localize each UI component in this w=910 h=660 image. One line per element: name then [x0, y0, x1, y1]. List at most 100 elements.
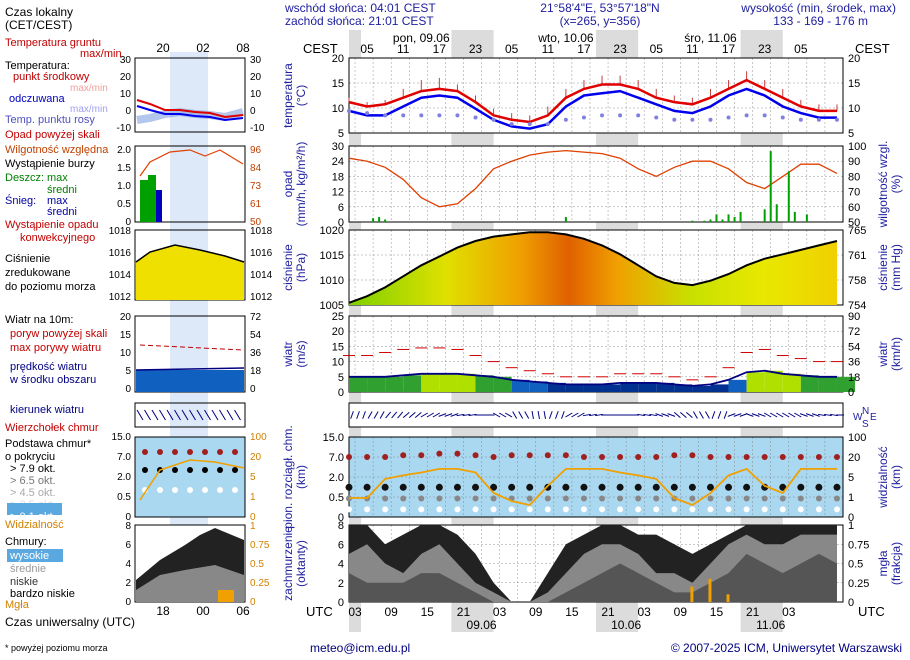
cloud-base-dot-thin: [599, 506, 606, 513]
cloud-top-dot: [454, 450, 461, 457]
legend-local-hour: 02: [196, 41, 210, 55]
cloud-top-dot: [635, 454, 642, 460]
cloud-base-dot: [598, 483, 606, 491]
legend-temp-tick-left: 10: [120, 89, 132, 100]
cloud-base-dot: [580, 483, 588, 491]
footer-copyright: © 2007-2025 ICM, Uniwersytet Warszawski: [671, 641, 902, 655]
legend-wind-tick-right: 54: [250, 330, 262, 341]
clouds-tick-right: 20: [848, 452, 860, 464]
wind-direction-arrow: [438, 413, 447, 417]
wind-direction-arrow: [717, 411, 722, 419]
rain-bar: [787, 171, 790, 222]
legend-cloud-base-dot-thin: [187, 487, 193, 493]
legend-cloud-top-dot: [142, 449, 148, 455]
wind-direction-arrow: [799, 413, 808, 417]
wind-speed-bar: [818, 376, 837, 392]
pressure-axis-label-2: (hPa): [294, 253, 308, 282]
wind-direction-arrow: [518, 411, 524, 419]
cloud-top-dot: [779, 454, 786, 460]
compass-e: E: [870, 412, 877, 423]
cloud-height-axis-label-2: (km): [294, 465, 308, 489]
bottom-hour-label: 21: [457, 605, 471, 619]
rain-bar: [378, 216, 381, 222]
legend-humidity-tick: 73: [250, 181, 262, 192]
wind-speed-bar: [602, 384, 621, 392]
cloud-base-dot: [345, 483, 353, 491]
bottom-date-label: 09.06: [467, 618, 497, 632]
legend-wind-area: [136, 370, 244, 392]
dew-point-dot: [636, 113, 641, 118]
legend-temp-tick-left: 0: [125, 106, 131, 117]
wind-direction-arrow: [350, 411, 354, 419]
humidity-axis-label-2: (%): [889, 175, 903, 194]
wind-direction-arrow: [555, 411, 559, 419]
bottom-hour-label: 09: [674, 605, 688, 619]
legend-wind-dir: kierunek wiatru: [10, 404, 84, 416]
bottom-hour-label: 09: [529, 605, 543, 619]
wind-direction-arrow: [811, 413, 820, 417]
fog-bar: [726, 594, 730, 602]
wind-tick-right: 54: [848, 341, 860, 353]
cloud-cover-axis-label-1: zachmurzenie: [281, 526, 295, 601]
cloud-base-dot-thin: [472, 506, 479, 513]
wind-speed-bar: [710, 384, 729, 392]
legend-precip-occ-2: konwekcyjnego: [20, 232, 95, 244]
wind-speed-bar: [439, 373, 458, 392]
wind-speed-bar: [583, 384, 603, 392]
cloud-top-dot: [562, 452, 569, 459]
top-hour-label: 05: [650, 42, 664, 56]
cloud-top-dot: [382, 454, 389, 460]
top-hour-label: 23: [469, 42, 483, 56]
legend-cloud-vlow-label: bardzo niskie: [10, 588, 75, 600]
legend-rain-bar: [140, 180, 148, 222]
bottom-hour-label: 03: [493, 605, 507, 619]
precip-tick-left: 6: [338, 202, 344, 214]
cloud-base-dot-low: [382, 495, 389, 502]
dew-point-dot: [401, 113, 406, 118]
cloud-base-dot: [381, 483, 389, 491]
bottom-date-label: 11.06: [756, 618, 785, 632]
legend-cloud-top-dot: [187, 449, 193, 455]
cloud-base-dot-thin: [689, 506, 696, 513]
legend-cloud-mid-label: średnie: [10, 563, 46, 575]
legend-humidity-line: [139, 149, 244, 177]
cloud-top-dot: [490, 454, 497, 460]
legend-vis-tick: 5: [250, 472, 256, 483]
wind-speed-bar: [547, 382, 566, 392]
cloud-base-dot-thin: [544, 506, 551, 513]
wind-speed-bar: [493, 376, 512, 392]
legend-pressure-tick-left: 1012: [109, 292, 132, 303]
rain-bar: [805, 214, 808, 222]
top-hour-label: 11: [542, 42, 555, 56]
cloud-top-dot: [707, 454, 714, 460]
legend-cloud-high-hl: [7, 549, 63, 562]
cloud-top-dot: [671, 452, 678, 459]
cloud-base-dot: [706, 483, 714, 491]
cloud-base-dot-low: [779, 495, 786, 502]
wind-direction-arrow: [655, 413, 664, 417]
rain-bar: [793, 211, 796, 222]
wind-axis-label-2: (m/s): [294, 340, 308, 367]
cloud-top-dot: [761, 454, 768, 460]
temp-axis-label-2: (°C): [294, 85, 308, 106]
wind-direction-arrow: [356, 411, 360, 419]
legend-wind-arrow: [174, 409, 181, 421]
wind-direction-arrow: [565, 412, 573, 418]
dew-point-dot: [726, 115, 731, 120]
cloud-top-dot: [599, 454, 606, 460]
wind-speed-bar: [565, 384, 584, 392]
legend-wind-avg: prędkość wiatru: [10, 361, 87, 373]
rain-bar: [769, 151, 772, 222]
cloud-base-dot-thin: [653, 506, 660, 513]
cloud-top-dot: [833, 454, 840, 460]
legend-wind-line: [135, 367, 245, 371]
temp-tick-right: 15: [848, 78, 860, 90]
cloud-base-dot: [453, 483, 461, 491]
cloud-base-dot-thin: [346, 506, 352, 513]
cloud-base-dot-thin: [671, 506, 678, 513]
wind-direction-arrow: [788, 412, 796, 418]
pressure-tick-left: 1010: [320, 275, 344, 287]
legend-pressure-line: [135, 244, 245, 263]
legend-wind-tick-left: 5: [125, 366, 131, 377]
legend-humidity-tick: 50: [250, 217, 262, 228]
